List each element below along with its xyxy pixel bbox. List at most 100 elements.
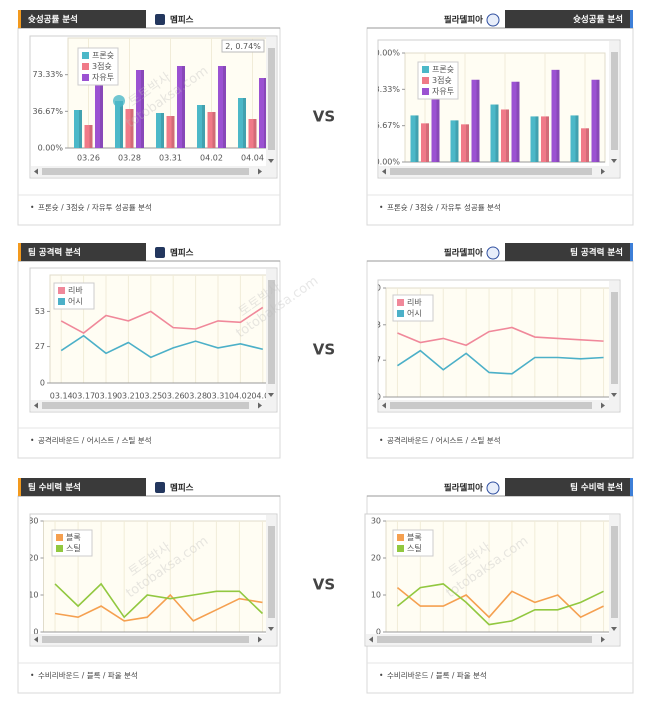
bar-shade xyxy=(264,78,266,148)
h-scroll-thumb xyxy=(390,168,592,175)
bar xyxy=(84,125,93,148)
v-scroll-arrow-down xyxy=(611,393,617,397)
bar-shade xyxy=(506,109,509,162)
bar xyxy=(501,109,509,162)
y-tick-label: 30 xyxy=(28,517,38,526)
y-tick-label: 110.00% xyxy=(364,49,400,58)
v-scroll-arrow-down xyxy=(611,159,617,163)
h-scroll-arrow-left xyxy=(34,402,38,409)
bar-shade xyxy=(243,98,246,148)
tab-accent xyxy=(18,243,21,261)
x-tick-label: 03.21 xyxy=(117,392,140,401)
x-tick-label: 04.02 xyxy=(200,154,223,163)
legend-label: 자유투 xyxy=(92,73,114,82)
bar xyxy=(197,105,205,148)
bar-shade xyxy=(575,115,579,162)
v-scroll-thumb xyxy=(611,292,618,384)
bar-shade xyxy=(212,112,216,148)
bar-shade xyxy=(253,119,257,148)
bar xyxy=(207,112,216,148)
bar xyxy=(177,66,185,148)
legend-swatch xyxy=(82,74,89,81)
tab-accent xyxy=(18,478,21,496)
footnote-bullet: • xyxy=(379,671,383,680)
x-tick-label: 04.04 xyxy=(241,154,264,163)
tab-title: 슛성공률 분석 xyxy=(573,14,623,25)
h-scroll-thumb xyxy=(390,402,592,409)
legend-label: 어시 xyxy=(407,308,422,318)
tab-title: 팀 공격력 분석 xyxy=(570,247,623,258)
bar-shade xyxy=(182,66,185,148)
bar-shade xyxy=(171,116,175,148)
legend-swatch xyxy=(422,88,429,95)
bar xyxy=(431,97,440,162)
legend-label: 블록 xyxy=(407,532,422,542)
x-tick-label: 03.25 xyxy=(139,392,162,401)
bar-shade xyxy=(476,79,480,162)
bar xyxy=(530,116,539,162)
bar xyxy=(541,116,549,162)
y-tick-label: 20 xyxy=(371,554,381,563)
bar xyxy=(461,124,469,162)
footnote: 프론슛 / 3점슛 / 자유투 성공률 분석 xyxy=(387,202,501,212)
h-scroll-thumb xyxy=(377,636,592,643)
bar-shade xyxy=(130,109,134,148)
legend-label: 프론슛 xyxy=(92,51,114,60)
v-scroll-arrow-down xyxy=(268,393,274,397)
y-tick-label: 10 xyxy=(28,591,38,600)
legend-label: 어시 xyxy=(68,296,83,306)
v-scroll-arrow-down xyxy=(611,627,617,631)
h-scroll-arrow-right xyxy=(601,636,605,643)
v-scroll-thumb xyxy=(268,280,275,384)
legend-swatch xyxy=(58,298,65,305)
bar-shade xyxy=(89,125,93,148)
line xyxy=(396,583,604,626)
team-name: 멤피스 xyxy=(170,15,194,26)
team-logo xyxy=(486,246,500,260)
header-tab xyxy=(505,478,633,496)
bar-shade xyxy=(495,104,499,162)
x-tick-label: 04.04 xyxy=(251,392,274,401)
y-tick-label: 0.00% xyxy=(38,144,64,153)
legend-label: 스틸 xyxy=(407,543,422,553)
tab-title: 팀 수비력 분석 xyxy=(570,482,623,493)
tab-title: 팀 수비력 분석 xyxy=(28,482,81,493)
legend-swatch xyxy=(56,534,63,541)
v-scroll-thumb xyxy=(611,526,618,618)
legend-label: 프론슛 xyxy=(432,65,454,74)
x-tick-label: 03.17 xyxy=(72,392,95,401)
bar-shade xyxy=(79,110,82,148)
y-tick-label: 27 xyxy=(35,342,45,351)
footnote: 수비리바운드 / 블록 / 파울 분석 xyxy=(38,670,138,680)
v-scroll-arrow-down xyxy=(268,159,274,163)
y-tick-label: 73.33% xyxy=(32,70,63,79)
footnote: 프론슛 / 3점슛 / 자유투 성공률 분석 xyxy=(38,202,152,212)
bar xyxy=(421,123,429,162)
bar xyxy=(570,115,579,162)
bar-shade xyxy=(455,120,459,162)
bar xyxy=(238,98,246,148)
footnote-bullet: • xyxy=(379,203,383,212)
tooltip: 2, 0.74% xyxy=(225,42,261,51)
x-tick-label: 03.31 xyxy=(159,154,182,163)
line xyxy=(54,582,264,619)
bar xyxy=(551,69,560,162)
bar-shade xyxy=(202,105,205,148)
bar xyxy=(136,70,144,148)
chart: 0 27 53 03.14 03.17 03.19 03.21 03.25 03.26 03.28… xyxy=(35,274,274,401)
line xyxy=(54,593,263,622)
bar xyxy=(450,120,459,162)
team-logo xyxy=(155,247,165,258)
h-scroll-thumb xyxy=(42,168,249,175)
tab-accent xyxy=(630,478,633,496)
header-tab xyxy=(18,478,146,496)
bar xyxy=(156,113,164,148)
h-scroll-arrow-left xyxy=(382,402,386,409)
bar xyxy=(95,85,103,148)
y-tick-label: 30 xyxy=(371,517,381,526)
y-tick-label: 0 xyxy=(376,393,381,402)
legend-swatch xyxy=(397,310,404,317)
